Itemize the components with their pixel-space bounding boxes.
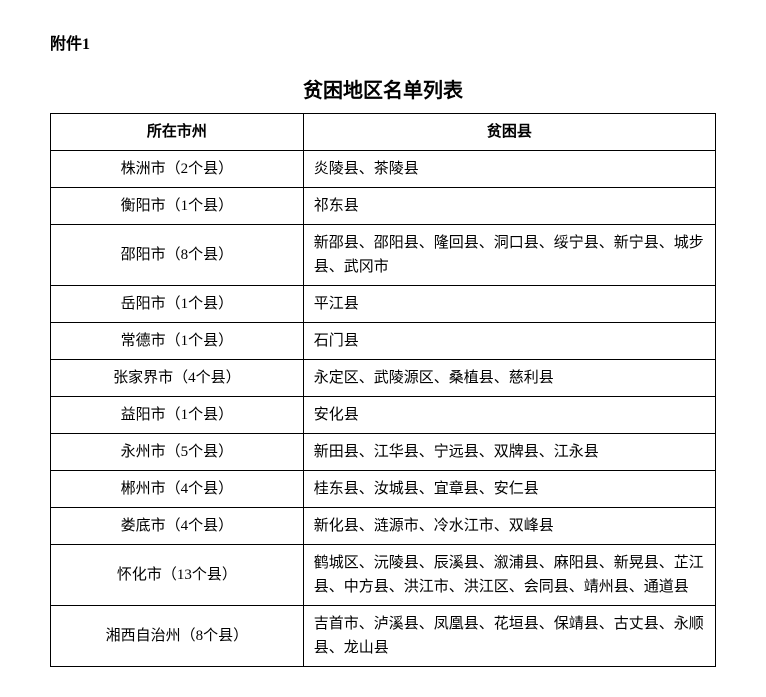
table-title: 贫困地区名单列表 bbox=[50, 74, 716, 103]
table-row: 永州市（5个县）新田县、江华县、宁远县、双牌县、江永县 bbox=[51, 434, 716, 471]
city-cell: 湘西自治州（8个县） bbox=[51, 606, 304, 667]
city-cell: 郴州市（4个县） bbox=[51, 471, 304, 508]
city-cell: 益阳市（1个县） bbox=[51, 397, 304, 434]
table-row: 常德市（1个县）石门县 bbox=[51, 323, 716, 360]
table-row: 衡阳市（1个县）祁东县 bbox=[51, 188, 716, 225]
county-cell: 鹤城区、沅陵县、辰溪县、溆浦县、麻阳县、新晃县、芷江县、中方县、洪江市、洪江区、… bbox=[303, 545, 715, 606]
poverty-areas-table: 所在市州 贫困县 株洲市（2个县）炎陵县、茶陵县衡阳市（1个县）祁东县邵阳市（8… bbox=[50, 113, 716, 667]
county-cell: 新田县、江华县、宁远县、双牌县、江永县 bbox=[303, 434, 715, 471]
table-row: 益阳市（1个县）安化县 bbox=[51, 397, 716, 434]
county-cell: 新邵县、邵阳县、隆回县、洞口县、绥宁县、新宁县、城步县、武冈市 bbox=[303, 225, 715, 286]
city-cell: 常德市（1个县） bbox=[51, 323, 304, 360]
county-cell: 炎陵县、茶陵县 bbox=[303, 151, 715, 188]
city-cell: 岳阳市（1个县） bbox=[51, 286, 304, 323]
city-cell: 张家界市（4个县） bbox=[51, 360, 304, 397]
county-cell: 永定区、武陵源区、桑植县、慈利县 bbox=[303, 360, 715, 397]
county-cell: 新化县、涟源市、冷水江市、双峰县 bbox=[303, 508, 715, 545]
table-row: 郴州市（4个县）桂东县、汝城县、宜章县、安仁县 bbox=[51, 471, 716, 508]
attachment-label: 附件1 bbox=[50, 30, 716, 54]
table-header-row: 所在市州 贫困县 bbox=[51, 114, 716, 151]
county-cell: 吉首市、泸溪县、凤凰县、花垣县、保靖县、古丈县、永顺县、龙山县 bbox=[303, 606, 715, 667]
table-row: 岳阳市（1个县）平江县 bbox=[51, 286, 716, 323]
city-cell: 娄底市（4个县） bbox=[51, 508, 304, 545]
county-cell: 桂东县、汝城县、宜章县、安仁县 bbox=[303, 471, 715, 508]
header-city: 所在市州 bbox=[51, 114, 304, 151]
table-row: 怀化市（13个县）鹤城区、沅陵县、辰溪县、溆浦县、麻阳县、新晃县、芷江县、中方县… bbox=[51, 545, 716, 606]
table-row: 娄底市（4个县）新化县、涟源市、冷水江市、双峰县 bbox=[51, 508, 716, 545]
county-cell: 平江县 bbox=[303, 286, 715, 323]
city-cell: 衡阳市（1个县） bbox=[51, 188, 304, 225]
table-row: 张家界市（4个县）永定区、武陵源区、桑植县、慈利县 bbox=[51, 360, 716, 397]
county-cell: 安化县 bbox=[303, 397, 715, 434]
city-cell: 株洲市（2个县） bbox=[51, 151, 304, 188]
table-row: 湘西自治州（8个县）吉首市、泸溪县、凤凰县、花垣县、保靖县、古丈县、永顺县、龙山… bbox=[51, 606, 716, 667]
county-cell: 祁东县 bbox=[303, 188, 715, 225]
header-county: 贫困县 bbox=[303, 114, 715, 151]
county-cell: 石门县 bbox=[303, 323, 715, 360]
table-row: 邵阳市（8个县）新邵县、邵阳县、隆回县、洞口县、绥宁县、新宁县、城步县、武冈市 bbox=[51, 225, 716, 286]
city-cell: 永州市（5个县） bbox=[51, 434, 304, 471]
table-row: 株洲市（2个县）炎陵县、茶陵县 bbox=[51, 151, 716, 188]
city-cell: 邵阳市（8个县） bbox=[51, 225, 304, 286]
city-cell: 怀化市（13个县） bbox=[51, 545, 304, 606]
